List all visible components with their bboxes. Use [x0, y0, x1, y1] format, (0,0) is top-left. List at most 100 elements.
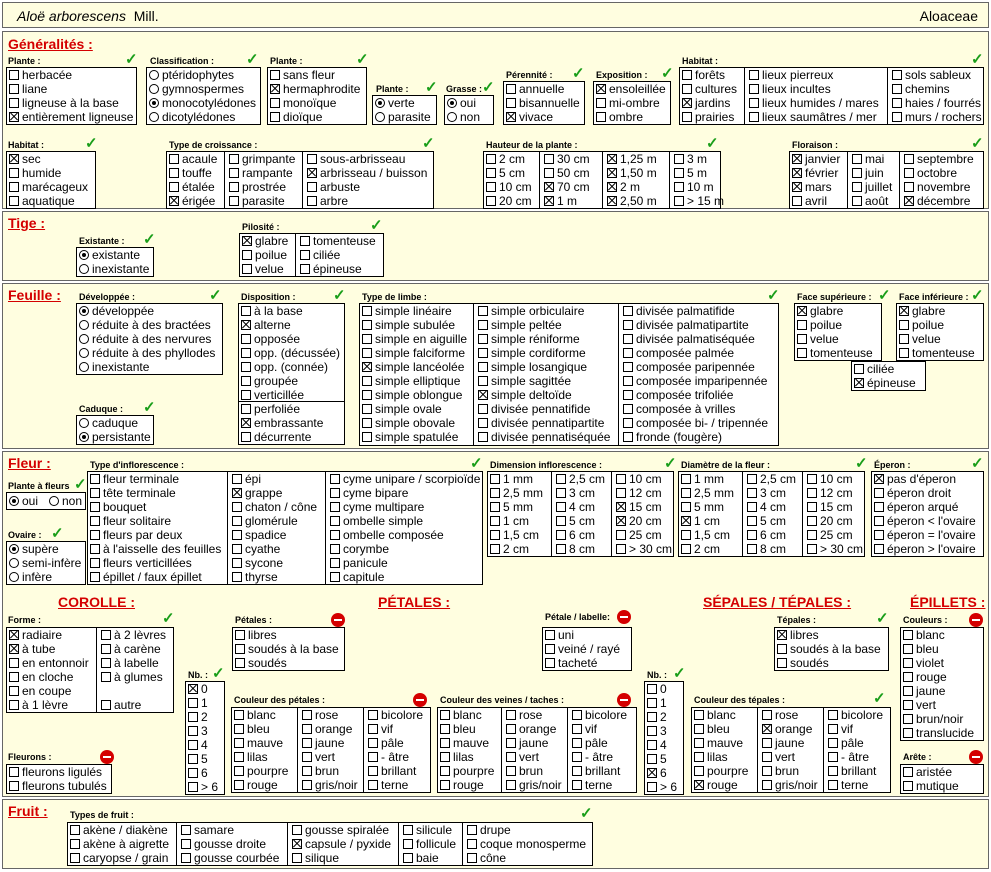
checkbox[interactable]: [362, 320, 372, 330]
checkbox[interactable]: [188, 698, 198, 708]
option-glabre[interactable]: glabre: [797, 304, 843, 318]
option-25-cm[interactable]: 25 cm: [807, 528, 853, 542]
checkbox[interactable]: [556, 516, 566, 526]
checkbox[interactable]: [647, 754, 657, 764]
checkbox[interactable]: [232, 488, 242, 498]
option-2[interactable]: 2: [647, 710, 667, 724]
checkbox[interactable]: [330, 474, 340, 484]
checkbox[interactable]: [674, 154, 684, 164]
option-6[interactable]: 6: [188, 766, 208, 780]
option-eperon-l-ovaire[interactable]: éperon = l'ovaire: [874, 528, 976, 542]
option-pas-d-eperon[interactable]: pas d'éperon: [874, 472, 956, 486]
option-1-mm[interactable]: 1 mm: [490, 472, 533, 486]
option-mai[interactable]: mai: [852, 152, 884, 166]
checkbox[interactable]: [807, 474, 817, 484]
checkbox[interactable]: [9, 98, 19, 108]
checkbox[interactable]: [792, 196, 802, 206]
checkbox[interactable]: [242, 250, 252, 260]
checkbox[interactable]: [234, 738, 244, 748]
checkbox[interactable]: [623, 432, 633, 442]
checkbox[interactable]: [623, 404, 633, 414]
option-1-25-m[interactable]: 1,25 m: [607, 152, 657, 166]
option-10-cm[interactable]: 10 cm: [486, 180, 532, 194]
option-decurrente[interactable]: décurrente: [241, 430, 311, 444]
option-arbre[interactable]: arbre: [307, 194, 348, 208]
checkbox[interactable]: [169, 154, 179, 164]
option-ombelle-composee[interactable]: ombelle composée: [330, 528, 444, 542]
checkbox[interactable]: [899, 334, 909, 344]
checkbox[interactable]: [362, 348, 372, 358]
option-2-cm[interactable]: 2 cm: [486, 152, 525, 166]
option-follicule[interactable]: follicule: [403, 837, 456, 851]
checkbox[interactable]: [749, 70, 759, 80]
option-veine-raye[interactable]: veiné / rayé: [545, 642, 620, 656]
checkbox[interactable]: [270, 98, 280, 108]
option-prostree[interactable]: prostrée: [229, 180, 286, 194]
option-bleu[interactable]: bleu: [234, 722, 270, 736]
option-ligneuse-a-la-base[interactable]: ligneuse à la base: [9, 96, 119, 110]
option-divisee-palmatifide[interactable]: divisée palmatifide: [623, 304, 735, 318]
checkbox[interactable]: [368, 766, 378, 776]
checkbox[interactable]: [674, 196, 684, 206]
option-terne[interactable]: terne: [572, 778, 612, 792]
option-caryopse-grain[interactable]: caryopse / grain: [70, 851, 168, 865]
checkbox[interactable]: [792, 182, 802, 192]
checkbox[interactable]: [330, 572, 340, 582]
option-cultures[interactable]: cultures: [682, 82, 737, 96]
option-violet[interactable]: violet: [903, 656, 944, 670]
checkbox[interactable]: [90, 488, 100, 498]
checkbox[interactable]: [556, 530, 566, 540]
checkbox[interactable]: [302, 766, 312, 776]
checkbox[interactable]: [616, 544, 626, 554]
option-epineuse[interactable]: épineuse: [854, 376, 916, 390]
checkbox[interactable]: [572, 752, 582, 762]
option-annuelle[interactable]: annuelle: [506, 82, 564, 96]
option-bleu[interactable]: bleu: [903, 642, 939, 656]
option-lieux-pierreux[interactable]: lieux pierreux: [749, 68, 833, 82]
checkbox[interactable]: [694, 766, 704, 776]
option-non[interactable]: non: [447, 110, 480, 124]
option-spadice[interactable]: spadice: [232, 528, 286, 542]
option-etalee[interactable]: étalée: [169, 180, 215, 194]
option-ombelle-simple[interactable]: ombelle simple: [330, 514, 423, 528]
checkbox[interactable]: [607, 196, 617, 206]
checkbox[interactable]: [616, 474, 626, 484]
option-glabre[interactable]: glabre: [899, 304, 945, 318]
checkbox[interactable]: [241, 348, 251, 358]
checkbox[interactable]: [362, 306, 372, 316]
checkbox[interactable]: [234, 752, 244, 762]
option-atre[interactable]: - âtre: [368, 750, 409, 764]
checkbox[interactable]: [90, 474, 100, 484]
option-akene-a-aigrette[interactable]: akène à aigrette: [70, 837, 169, 851]
checkbox[interactable]: [899, 320, 909, 330]
checkbox[interactable]: [777, 630, 787, 640]
option-inexistante[interactable]: inexistante: [79, 360, 149, 374]
checkbox[interactable]: [307, 168, 317, 178]
checkbox[interactable]: [556, 488, 566, 498]
option-simple-obovale[interactable]: simple obovale: [362, 416, 455, 430]
option-novembre[interactable]: novembre: [904, 180, 970, 194]
checkbox[interactable]: [181, 839, 191, 849]
checkbox[interactable]: [9, 672, 19, 682]
option-inexistante[interactable]: inexistante: [79, 262, 149, 276]
option-gris-noir[interactable]: gris/noir: [302, 778, 358, 792]
checkbox[interactable]: [682, 70, 692, 80]
option-6[interactable]: > 6: [647, 780, 677, 794]
option-terne[interactable]: terne: [368, 778, 408, 792]
option-vif[interactable]: vif: [828, 722, 853, 736]
checkbox[interactable]: [478, 390, 488, 400]
checkbox[interactable]: [9, 84, 19, 94]
checkbox[interactable]: [903, 781, 913, 791]
option-hermaphrodite[interactable]: hermaphrodite: [270, 82, 360, 96]
checkbox[interactable]: [762, 780, 772, 790]
option-glabre[interactable]: glabre: [242, 234, 288, 248]
option-fleur-solitaire[interactable]: fleur solitaire: [90, 514, 171, 528]
option-tachete[interactable]: tacheté: [545, 656, 597, 670]
checkbox[interactable]: [903, 658, 913, 668]
checkbox[interactable]: [828, 724, 838, 734]
option-glomerule[interactable]: glomérule: [232, 514, 298, 528]
checkbox[interactable]: [467, 825, 477, 835]
checkbox[interactable]: [9, 154, 19, 164]
checkbox[interactable]: [229, 168, 239, 178]
option-simple-subulee[interactable]: simple subulée: [362, 318, 455, 332]
